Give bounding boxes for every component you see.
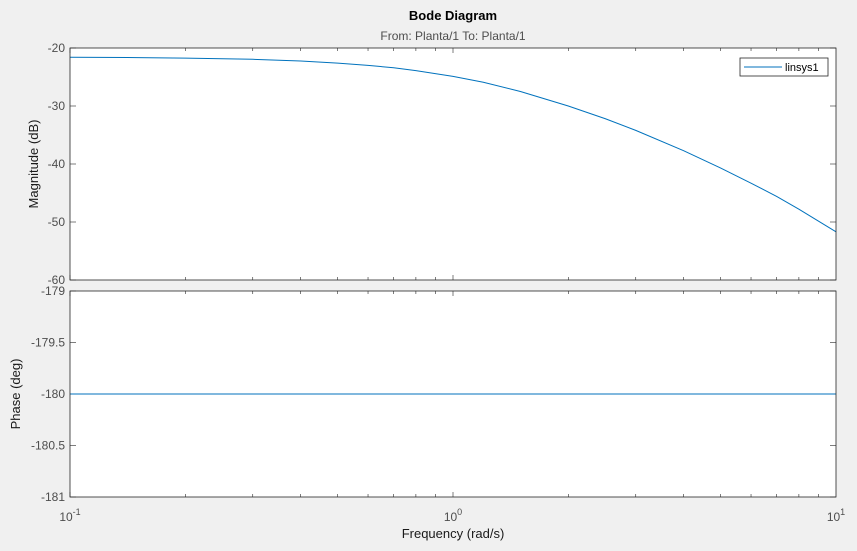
phase-y-tick-label: -181 [41, 490, 65, 504]
magnitude-y-tick-label: -50 [48, 215, 66, 229]
magnitude-axes-box [69, 47, 837, 281]
legend-label-linsys1: linsys1 [785, 62, 819, 74]
legend-box [739, 57, 829, 77]
phase-plot: -179 -179.5 -180 -180.5 -181 Phase (deg) [8, 284, 837, 504]
chart-subtitle: From: Planta/1 To: Planta/1 [380, 29, 526, 43]
magnitude-line-linsys1 [69, 56, 837, 233]
legend: linsys1 [739, 57, 829, 77]
x-tick-label: 10-1 [59, 507, 80, 524]
x-tick-label: 101 [827, 507, 845, 524]
phase-y-tick-label: -180 [41, 387, 65, 401]
magnitude-y-tick-label: -40 [48, 157, 66, 171]
magnitude-y-tick-label: -60 [48, 273, 66, 287]
phase-y-tick-label: -179.5 [31, 336, 65, 350]
x-tick-label: 100 [444, 507, 462, 524]
magnitude-axes-background [70, 48, 836, 280]
phase-axes-box [69, 290, 837, 498]
phase-y-tick-label: -179 [41, 284, 65, 298]
magnitude-y-tick-label: -20 [48, 41, 66, 55]
phase-y-tick-label: -180.5 [31, 439, 65, 453]
magnitude-ylabel: Magnitude (dB) [26, 120, 41, 209]
chart-title: Bode Diagram [409, 8, 497, 23]
frequency-xlabel: Frequency (rad/s) [402, 526, 505, 541]
phase-ylabel: Phase (deg) [8, 359, 23, 430]
magnitude-y-tick-label: -30 [48, 99, 66, 113]
magnitude-plot: -20 -30 -40 -50 -60 Magnitude (dB) linsys1 [26, 41, 837, 287]
